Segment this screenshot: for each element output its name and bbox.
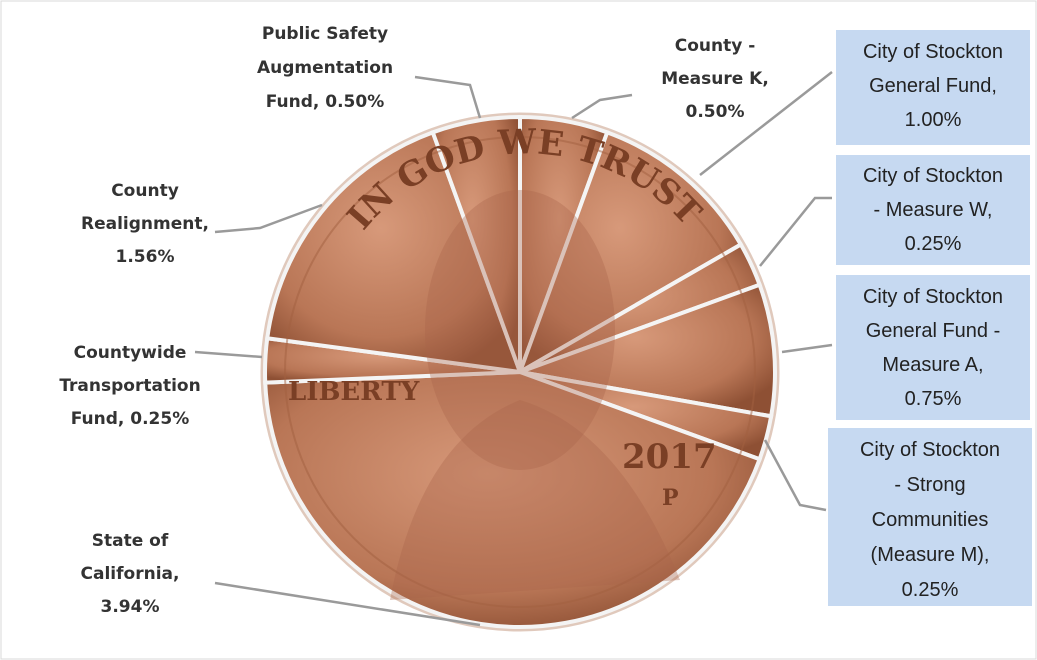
label-box [828,428,1032,606]
pie-slice [263,369,763,629]
slice-label: City of Stockton - Strong Communities (Meas… [860,439,1000,601]
pie-slice [512,282,777,419]
slice-label: Public Safety Augmentation Fund, 0.50% [257,24,393,112]
coin-year: 2017 [622,437,717,477]
leader-line [763,439,827,512]
leader-line [699,71,833,176]
coin-inner-rim [284,136,756,608]
pie-slice [430,114,522,373]
label-box [836,155,1030,265]
coin-bust [390,400,680,600]
slice-label: City of Stockton - Measure W, 0.25% [863,165,1003,255]
slice-label: State of California, 3.94% [81,531,180,617]
leader-line [759,196,832,267]
slice-label: County Realignment, 1.56% [81,181,209,267]
leader-line [571,93,633,120]
slice-label: Countywide Transportation Fund, 0.25% [59,343,200,429]
pie [263,114,777,629]
label-box [836,275,1030,420]
leader-line [781,343,833,354]
leader-line [214,581,481,627]
pie-slice [516,129,744,377]
label-box [836,30,1030,145]
coin-portrait [425,190,615,470]
pie-slice [264,129,524,375]
slice-label: City of Stockton General Fund, 1.00% [863,41,1003,131]
slice-label: City of Stockton General Fund -Measure A,… [863,286,1003,410]
leader-line [414,75,482,119]
slice-label: County -Measure K, 0.50% [661,36,769,122]
coin-mint: P [662,485,679,511]
leader-line [194,350,263,359]
labels: County -Measure K, 0.50% City of Stockton G… [58,23,1032,627]
coin-legend: LIBERTY [288,377,420,407]
leader-line [214,203,323,234]
